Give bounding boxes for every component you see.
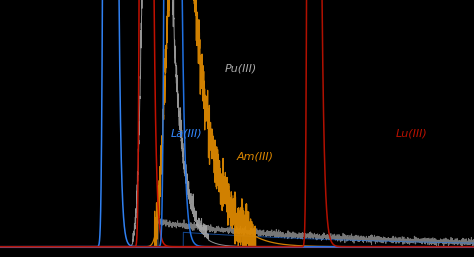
Text: Lu(III): Lu(III)	[396, 128, 428, 138]
Text: La(III): La(III)	[171, 128, 202, 138]
Text: Am(III): Am(III)	[237, 151, 274, 161]
Text: Pu(III): Pu(III)	[225, 64, 257, 74]
